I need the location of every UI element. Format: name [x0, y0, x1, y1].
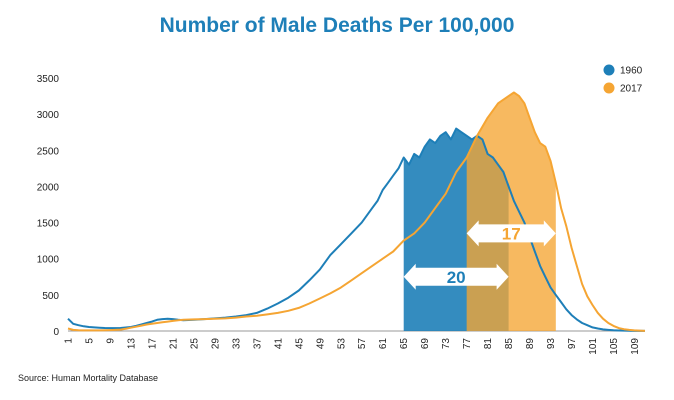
x-tick-label: 81	[483, 338, 494, 350]
y-tick-label: 3000	[37, 110, 60, 121]
x-tick-label: 25	[189, 338, 200, 350]
x-tick-label: 93	[546, 338, 557, 350]
y-tick-label: 1000	[37, 255, 60, 266]
x-tick-label: 53	[336, 338, 347, 350]
x-tick-label: 85	[504, 338, 515, 350]
x-tick-label: 29	[210, 338, 221, 350]
annotation-label: 20	[447, 268, 466, 287]
y-tick-label: 2000	[37, 182, 60, 193]
x-tick-label: 9	[105, 338, 116, 344]
x-tick-label: 69	[420, 338, 431, 350]
y-tick-label: 1500	[37, 219, 60, 230]
x-tick-label: 65	[399, 338, 410, 350]
chart-title: Number of Male Deaths Per 100,000	[159, 14, 515, 37]
x-tick-label: 61	[378, 338, 389, 350]
x-tick-label: 45	[294, 338, 305, 350]
source-note: Source: Human Mortality Database	[18, 373, 159, 383]
y-tick-label: 2500	[37, 146, 60, 157]
x-tick-label: 49	[315, 338, 326, 350]
x-tick-label: 21	[168, 338, 179, 350]
highlight-area-2017	[466, 92, 556, 331]
legend-label-2017: 2017	[620, 84, 643, 95]
x-tick-label: 57	[357, 338, 368, 350]
series-line-1960	[67, 127, 645, 332]
legend-label-1960: 1960	[620, 66, 643, 77]
x-tick-label: 41	[273, 338, 284, 350]
y-tick-label: 3500	[37, 74, 60, 85]
x-tick-label: 97	[567, 338, 578, 350]
annotation-arrow	[403, 263, 509, 290]
y-tick-label: 0	[53, 327, 59, 338]
y-tick-label: 500	[42, 291, 59, 302]
x-tick-label: 37	[252, 338, 263, 350]
annotation-arrow	[466, 220, 556, 247]
x-tick-label: 105	[609, 338, 620, 355]
x-tick-label: 77	[462, 338, 473, 350]
x-tick-label: 89	[525, 338, 536, 350]
x-tick-label: 109	[630, 338, 641, 355]
x-tick-label: 33	[231, 338, 242, 350]
x-tick-label: 101	[588, 338, 599, 355]
x-tick-label: 17	[147, 338, 158, 350]
annotation-label: 17	[502, 224, 521, 243]
x-tick-label: 73	[441, 338, 452, 350]
x-tick-label: 13	[126, 338, 137, 350]
series-line-2017	[67, 91, 646, 332]
x-tick-label: 1	[64, 338, 75, 344]
legend-marker-1960	[603, 64, 615, 76]
legend-marker-2017	[603, 82, 615, 94]
x-tick-label: 5	[84, 338, 95, 344]
